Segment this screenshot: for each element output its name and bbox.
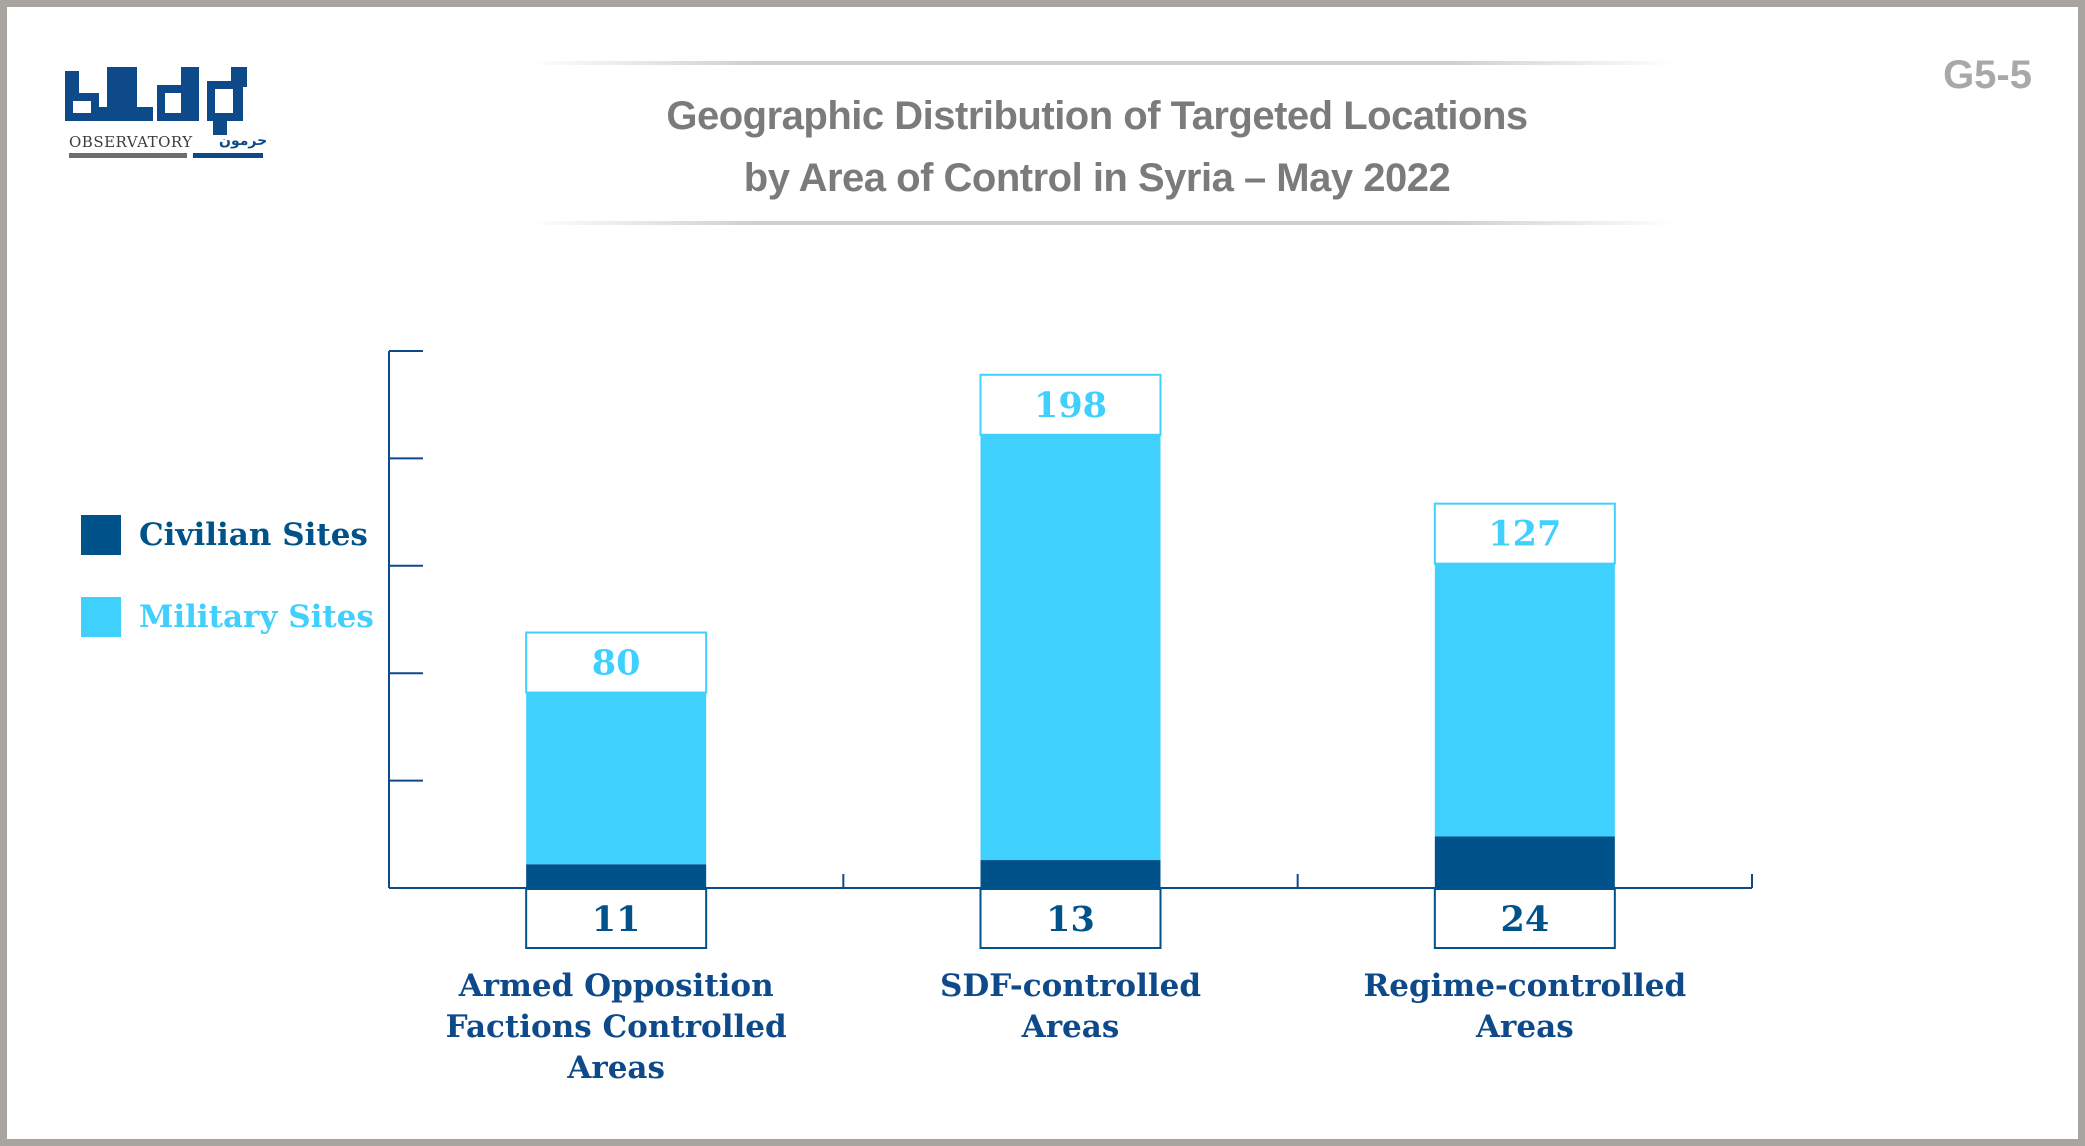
civilian-value-label-1: 11 bbox=[592, 899, 641, 940]
category-label-1-line-3: Areas bbox=[566, 1050, 665, 1086]
legend-label-military: Military Sites bbox=[139, 599, 374, 635]
military-value-label-1: 80 bbox=[592, 643, 641, 684]
figure-code: G5-5 bbox=[1943, 53, 2032, 97]
bar-military-2 bbox=[980, 434, 1161, 861]
logo-mark-icon bbox=[65, 67, 247, 135]
category-label-2-line-1: SDF-controlled bbox=[940, 968, 1201, 1004]
legend-swatch-civilian bbox=[81, 515, 121, 555]
category-label-2-line-2: Areas bbox=[1021, 1009, 1120, 1045]
bar-civilian-2 bbox=[980, 860, 1161, 888]
category-label-1-line-2: Factions Controlled bbox=[446, 1009, 787, 1045]
bar-military-3 bbox=[1434, 563, 1615, 837]
military-value-label-2: 198 bbox=[1034, 385, 1107, 426]
military-label-box-2 bbox=[979, 373, 1162, 436]
legend-item-civilian: Civilian Sites bbox=[81, 515, 368, 555]
logo-underline-icon bbox=[69, 153, 263, 158]
bar-civilian-1 bbox=[526, 864, 707, 888]
title-rule-top bbox=[527, 61, 1677, 65]
category-label-3-line-2: Areas bbox=[1475, 1009, 1574, 1045]
military-value-label-3: 127 bbox=[1488, 514, 1561, 555]
chart-title: Geographic Distribution of Targeted Loca… bbox=[407, 85, 1787, 209]
category-label-1-line-1: Armed Opposition bbox=[458, 968, 774, 1004]
chart-title-line-1: Geographic Distribution of Targeted Loca… bbox=[666, 94, 1528, 138]
civilian-value-label-2: 13 bbox=[1046, 899, 1095, 940]
civilian-label-box-2 bbox=[979, 888, 1162, 949]
logo-arabic-mark: حرمون bbox=[219, 133, 268, 149]
civilian-label-box-1 bbox=[525, 888, 708, 949]
bar-civilian-3 bbox=[1434, 836, 1615, 888]
legend-label-civilian: Civilian Sites bbox=[139, 517, 368, 553]
legend-swatch-military bbox=[81, 597, 121, 637]
logo-wordmark: OBSERVATORY bbox=[69, 133, 193, 151]
chart-title-line-2: by Area of Control in Syria – May 2022 bbox=[743, 156, 1451, 200]
civilian-label-box-3 bbox=[1433, 888, 1616, 949]
military-label-box-3 bbox=[1433, 502, 1616, 565]
observatory-logo: OBSERVATORY حرمون bbox=[63, 63, 273, 163]
legend-item-military: Military Sites bbox=[81, 597, 374, 637]
military-label-box-1 bbox=[525, 631, 708, 694]
bar-military-1 bbox=[526, 692, 707, 865]
civilian-value-label-3: 24 bbox=[1500, 899, 1549, 940]
category-label-3-line-1: Regime-controlled bbox=[1363, 968, 1686, 1004]
title-rule-bottom bbox=[527, 221, 1677, 225]
bar-chart-plot: 80 11 Armed Opposition Factions Controlled A… bbox=[388, 350, 1753, 1086]
